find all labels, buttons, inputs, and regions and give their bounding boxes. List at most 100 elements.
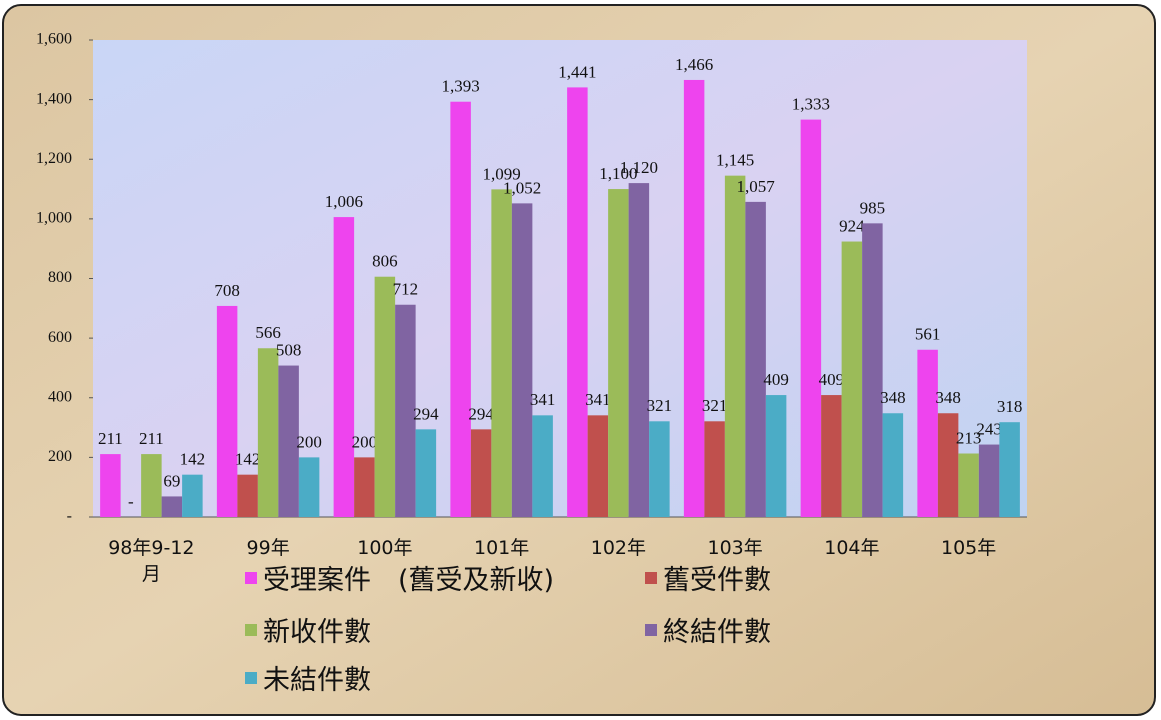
bar	[800, 119, 822, 518]
data-label: -	[128, 492, 134, 511]
bar	[333, 217, 355, 517]
bar	[237, 474, 258, 517]
data-label: 341	[585, 390, 611, 409]
legend-label: 未結件數	[263, 665, 371, 696]
data-label: 1,120	[620, 158, 658, 177]
data-label: 211	[98, 429, 123, 448]
bar	[161, 496, 183, 517]
bar	[100, 454, 121, 517]
bar	[511, 203, 533, 517]
data-label: 1,441	[558, 62, 596, 81]
bar	[978, 444, 1000, 517]
data-label: 348	[935, 388, 961, 407]
y-tick-label: 1,400	[36, 90, 72, 107]
bar	[354, 457, 375, 517]
bar	[491, 189, 512, 517]
bar	[608, 189, 629, 517]
data-label: 1,466	[675, 55, 713, 74]
bar	[745, 201, 766, 517]
bar	[216, 305, 238, 517]
data-label: 341	[530, 390, 556, 409]
bar	[958, 453, 979, 517]
bar	[395, 304, 416, 517]
y-tick-label: 800	[48, 269, 72, 286]
legend-swatch	[245, 623, 257, 636]
data-label: 806	[372, 252, 398, 271]
bar	[628, 183, 650, 517]
legend-label: 終結件數	[663, 617, 771, 648]
bar	[683, 79, 705, 517]
data-label: 1,145	[716, 151, 754, 170]
y-tick-label: 600	[48, 329, 72, 346]
legend-swatch	[645, 623, 657, 636]
data-label: 321	[647, 396, 673, 415]
data-label: 708	[214, 281, 240, 300]
bar	[532, 415, 553, 517]
legend-item: 受理案件 (舊受及新收)	[245, 558, 554, 597]
data-label: 1,099	[483, 164, 521, 183]
data-label: 294	[468, 404, 494, 423]
data-label: 142	[180, 450, 206, 469]
data-label: 211	[139, 429, 164, 448]
bar	[862, 223, 883, 518]
x-tick-label: 104年	[824, 537, 880, 559]
bar	[374, 276, 396, 517]
bar	[298, 457, 320, 517]
data-label: 321	[702, 396, 728, 415]
data-label: 142	[235, 450, 261, 469]
data-label: 1,052	[503, 178, 541, 197]
bar	[450, 101, 471, 517]
y-tick-label: 200	[48, 448, 72, 465]
legend-item: 舊受件數	[645, 558, 771, 597]
bar	[182, 474, 203, 517]
data-label: 1,333	[792, 95, 830, 114]
bar	[821, 395, 842, 517]
legend-item: 未結件數	[245, 658, 371, 697]
data-label: 243	[976, 419, 1002, 438]
y-tick-label: 1,600	[36, 31, 72, 48]
data-label: 200	[296, 432, 322, 451]
data-label: 985	[860, 198, 886, 217]
x-tick-label: 98年9-12月	[108, 537, 195, 585]
bar	[567, 87, 588, 517]
x-tick-label: 100年	[357, 537, 413, 559]
data-label: 1,006	[325, 192, 363, 211]
x-tick-label: 102年	[590, 537, 646, 559]
y-tick-label: 400	[48, 388, 72, 405]
data-label: 409	[819, 370, 845, 389]
bar	[587, 415, 609, 517]
legend-label: 新收件數	[263, 617, 371, 648]
y-tick-label: 1,000	[36, 210, 72, 227]
bar	[141, 454, 162, 517]
data-label: 409	[763, 370, 789, 389]
data-label: 1,057	[737, 177, 776, 196]
legend-swatch	[645, 571, 657, 584]
x-tick-label: 103年	[707, 537, 763, 559]
data-label: 712	[393, 280, 419, 299]
data-label: 348	[880, 388, 906, 407]
legend-swatch	[245, 671, 257, 684]
data-label: 561	[915, 325, 941, 344]
x-tick-label: 99年	[246, 537, 290, 559]
legend-item: 終結件數	[645, 610, 771, 649]
legend-item: 新收件數	[245, 610, 371, 649]
bar	[470, 429, 492, 517]
legend-label: 舊受件數	[663, 565, 771, 596]
bar	[917, 349, 938, 517]
bar	[724, 175, 746, 517]
data-label: 213	[956, 428, 982, 447]
x-tick-label: 105年	[940, 537, 997, 559]
bar	[765, 395, 787, 517]
bar	[415, 429, 437, 517]
data-label: 566	[255, 323, 281, 342]
bar	[937, 413, 959, 517]
data-label: 294	[413, 404, 439, 423]
bar	[278, 365, 299, 517]
bar	[882, 413, 904, 517]
bar	[841, 241, 863, 517]
bar	[704, 421, 725, 517]
bar	[649, 421, 670, 517]
data-label: 1,393	[442, 77, 480, 96]
